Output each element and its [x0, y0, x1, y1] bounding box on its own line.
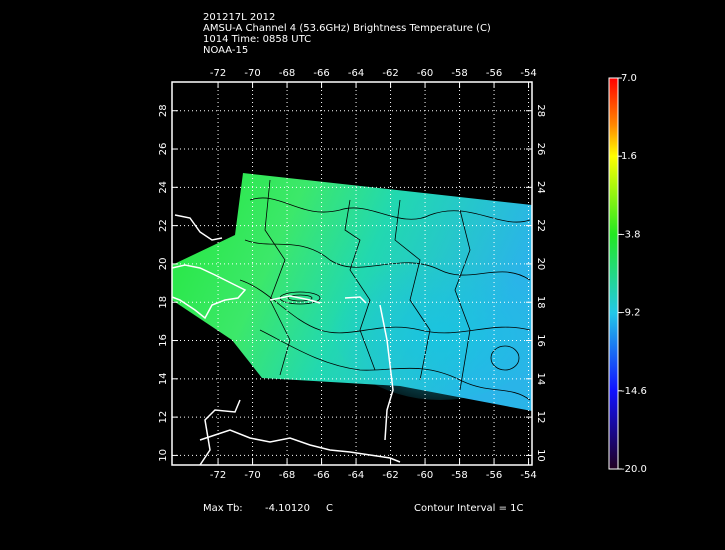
coastlines	[171, 214, 401, 466]
x-tick-label-bottom: -66	[313, 470, 329, 481]
cool-region	[330, 240, 532, 400]
colorbar-label: 7.0	[621, 73, 637, 84]
header-line: 201217L 2012	[203, 12, 275, 23]
y-tick-label-left: 24	[158, 181, 169, 194]
plot-frame	[171, 81, 533, 466]
contour-interval: Contour Interval = 1C	[414, 503, 524, 514]
header-line: AMSU-A Channel 4 (53.6GHz) Brightness Te…	[203, 23, 491, 34]
y-tick-label-right: 20	[535, 258, 546, 271]
contours	[239, 179, 531, 401]
colorbar-label: -14.6	[621, 386, 647, 397]
x-tick-label-bottom: -64	[348, 470, 364, 481]
colorbar-label: -9.2	[621, 308, 641, 319]
max-label: Max Tb:	[203, 503, 243, 514]
y-tick-label-right: 24	[535, 181, 546, 194]
x-tick-label-bottom: -60	[417, 470, 433, 481]
header-line: 1014 Time: 0858 UTC	[203, 34, 311, 45]
y-tick-label-left: 10	[158, 449, 169, 462]
y-tick-label-right: 10	[535, 449, 546, 462]
x-tick-label-bottom: -68	[279, 470, 295, 481]
max-unit: C	[326, 503, 333, 514]
x-tick-label-top: -72	[210, 68, 226, 79]
x-tick-label-top: -58	[451, 68, 467, 79]
y-tick-label-right: 28	[535, 104, 546, 117]
y-tick-label-left: 16	[158, 334, 169, 347]
x-tick-label-top: -70	[244, 68, 260, 79]
colorbar-label: -3.8	[621, 229, 641, 240]
x-tick-label-bottom: -58	[451, 470, 467, 481]
colorbar-label: -20.0	[621, 464, 647, 475]
x-tick-label-top: -64	[348, 68, 364, 79]
max-value: -4.10120	[265, 503, 310, 514]
y-tick-label-left: 28	[158, 104, 169, 117]
y-tick-label-right: 16	[535, 334, 546, 347]
x-tick-label-top: -62	[382, 68, 398, 79]
x-tick-label-bottom: -54	[520, 470, 536, 481]
y-tick-label-left: 12	[158, 411, 169, 424]
y-tick-label-left: 26	[158, 143, 169, 156]
colorbar-ticks: 7.0 1.6 -3.8 -9.2 -14.6 -20.0	[618, 73, 647, 475]
x-tick-label-top: -66	[313, 68, 329, 79]
x-tick-label-top: -54	[520, 68, 536, 79]
x-tick-label-bottom: -70	[244, 470, 260, 481]
x-tick-label-top: -60	[417, 68, 433, 79]
data-field	[172, 173, 532, 411]
y-tick-label-right: 26	[535, 143, 546, 156]
x-tick-label-top: -56	[486, 68, 502, 79]
colorbar-label: 1.6	[621, 151, 637, 162]
y-tick-label-right: 18	[535, 296, 546, 309]
y-tick-label-left: 20	[158, 258, 169, 271]
x-tick-label-bottom: -56	[486, 470, 502, 481]
colorbar	[608, 77, 619, 470]
x-tick-label-top: -68	[279, 68, 295, 79]
y-tick-label-right: 22	[535, 219, 546, 232]
x-tick-label-bottom: -62	[382, 470, 398, 481]
y-tick-label-right: 14	[535, 372, 546, 385]
axes: -72 -72 -70 -70 -68 -68 -66 -66 -64 -64 -62 -62 -60 -…	[158, 68, 546, 481]
y-tick-label-left: 14	[158, 372, 169, 385]
header-line: NOAA-15	[203, 45, 248, 56]
y-tick-label-left: 18	[158, 296, 169, 309]
x-tick-label-bottom: -72	[210, 470, 226, 481]
y-tick-label-left: 22	[158, 219, 169, 232]
y-tick-label-right: 12	[535, 411, 546, 424]
